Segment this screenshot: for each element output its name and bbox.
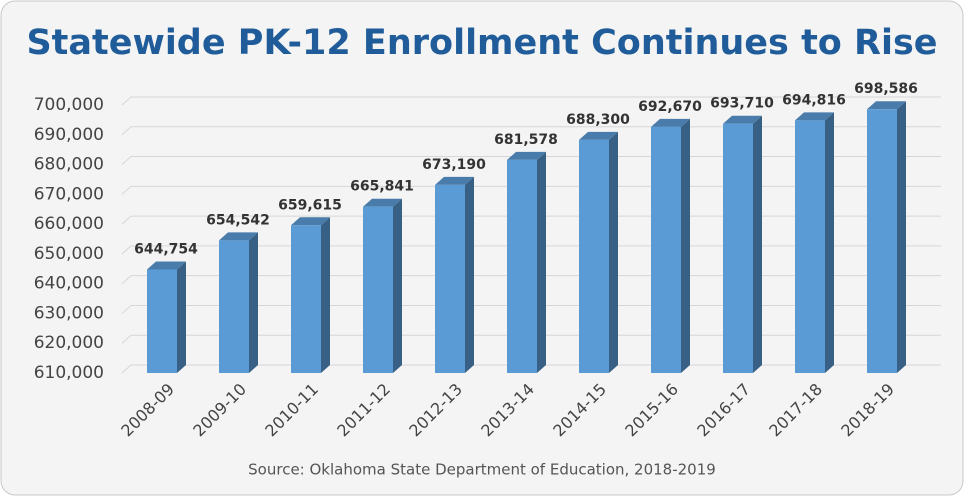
y-tick-label: 630,000 xyxy=(34,303,104,323)
bar-front xyxy=(579,139,609,373)
y-tick-label: 690,000 xyxy=(34,125,104,145)
bar-top xyxy=(219,232,258,241)
bar-side xyxy=(321,217,330,373)
y-tick-label: 610,000 xyxy=(34,363,104,383)
bar xyxy=(651,118,690,373)
y-tick-label: 700,000 xyxy=(34,95,104,115)
value-label: 644,754 xyxy=(134,242,198,258)
bar xyxy=(723,115,762,373)
bar-front xyxy=(867,109,897,374)
bar-front xyxy=(723,123,753,373)
bar-top xyxy=(795,112,834,121)
grid-line xyxy=(121,96,941,106)
bar-front xyxy=(219,240,249,373)
bar xyxy=(291,217,330,373)
value-label: 698,586 xyxy=(854,81,918,97)
bar-top xyxy=(579,131,618,140)
y-tick-label: 640,000 xyxy=(34,274,104,294)
bar-side xyxy=(825,112,834,373)
y-tick-label: 620,000 xyxy=(34,333,104,353)
bar-front xyxy=(435,184,465,373)
source-note: Source: Oklahoma State Department of Edu… xyxy=(248,461,716,479)
bar xyxy=(795,112,834,373)
bar xyxy=(507,151,546,373)
bar-side xyxy=(897,101,906,374)
bar-side xyxy=(249,232,258,373)
value-label: 692,670 xyxy=(638,99,702,115)
y-tick-label: 650,000 xyxy=(34,244,104,264)
value-label: 659,615 xyxy=(278,197,342,213)
bar-top xyxy=(723,115,762,124)
bar-top xyxy=(507,151,546,160)
value-label: 694,816 xyxy=(782,92,846,108)
bar-front xyxy=(507,159,537,373)
bar-top xyxy=(291,217,330,226)
bar-side xyxy=(609,131,618,373)
bar xyxy=(219,232,258,373)
bar xyxy=(147,261,186,373)
bar-front xyxy=(363,206,393,373)
value-label: 673,190 xyxy=(422,157,486,173)
bar xyxy=(363,198,402,373)
value-label: 688,300 xyxy=(566,112,630,128)
value-label: 693,710 xyxy=(710,96,774,112)
bar-top xyxy=(147,261,186,270)
bar xyxy=(435,176,474,373)
y-tick-label: 660,000 xyxy=(34,214,104,234)
bar xyxy=(867,101,906,374)
value-label: 665,841 xyxy=(350,179,414,195)
bar-front xyxy=(651,126,681,373)
bar-side xyxy=(681,118,690,373)
bar-front xyxy=(795,120,825,373)
value-label: 681,578 xyxy=(494,132,558,148)
bar-side xyxy=(753,115,762,373)
bar-top xyxy=(435,176,474,185)
chart-title: Statewide PK-12 Enrollment Continues to … xyxy=(26,23,937,63)
bar-front xyxy=(147,269,177,373)
bar xyxy=(579,131,618,373)
bar-side xyxy=(537,151,546,373)
value-label: 654,542 xyxy=(206,212,270,228)
bar-side xyxy=(393,198,402,373)
bar-top xyxy=(651,118,690,127)
bar-side xyxy=(177,261,186,373)
bar-front xyxy=(291,225,321,373)
bar-side xyxy=(465,176,474,373)
y-tick-label: 680,000 xyxy=(34,155,104,175)
bar-top xyxy=(363,198,402,207)
y-tick-label: 670,000 xyxy=(34,184,104,204)
bar-top xyxy=(867,101,906,110)
